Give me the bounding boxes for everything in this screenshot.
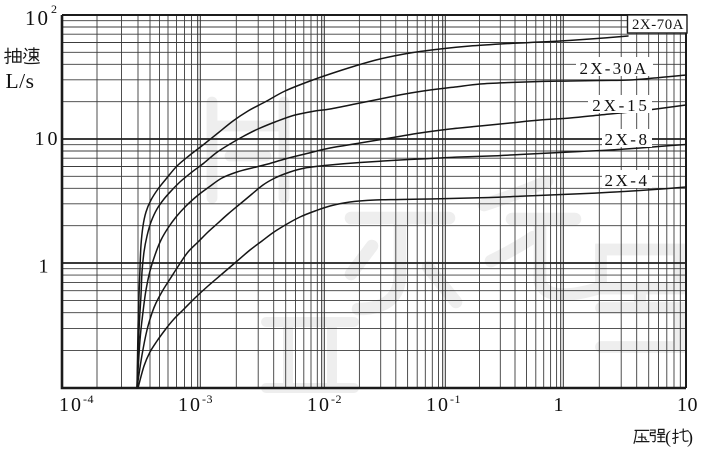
svg-text:10: 10 xyxy=(59,394,83,416)
svg-text:10: 10 xyxy=(35,128,61,150)
svg-text:-2: -2 xyxy=(331,392,342,406)
svg-text:-4: -4 xyxy=(83,392,94,406)
svg-text:10: 10 xyxy=(677,394,698,416)
svg-text:2X-30A: 2X-30A xyxy=(580,59,649,78)
svg-text:1: 1 xyxy=(39,256,49,278)
svg-text:2X-8: 2X-8 xyxy=(605,130,650,149)
svg-text:2X-15: 2X-15 xyxy=(592,96,649,115)
svg-text:10: 10 xyxy=(25,6,50,30)
svg-text:): ) xyxy=(687,427,693,448)
svg-text:-1: -1 xyxy=(450,392,461,406)
svg-text:2X-70A: 2X-70A xyxy=(632,17,684,33)
svg-text:10: 10 xyxy=(426,394,450,416)
svg-text:2: 2 xyxy=(51,2,57,16)
svg-text:L/s: L/s xyxy=(6,69,35,93)
svg-text:10: 10 xyxy=(178,394,202,416)
svg-text:(: ( xyxy=(665,427,671,448)
svg-text:10: 10 xyxy=(307,394,331,416)
svg-text:-3: -3 xyxy=(202,392,213,406)
svg-text:2X-4: 2X-4 xyxy=(605,171,650,190)
svg-text:1: 1 xyxy=(554,394,564,416)
